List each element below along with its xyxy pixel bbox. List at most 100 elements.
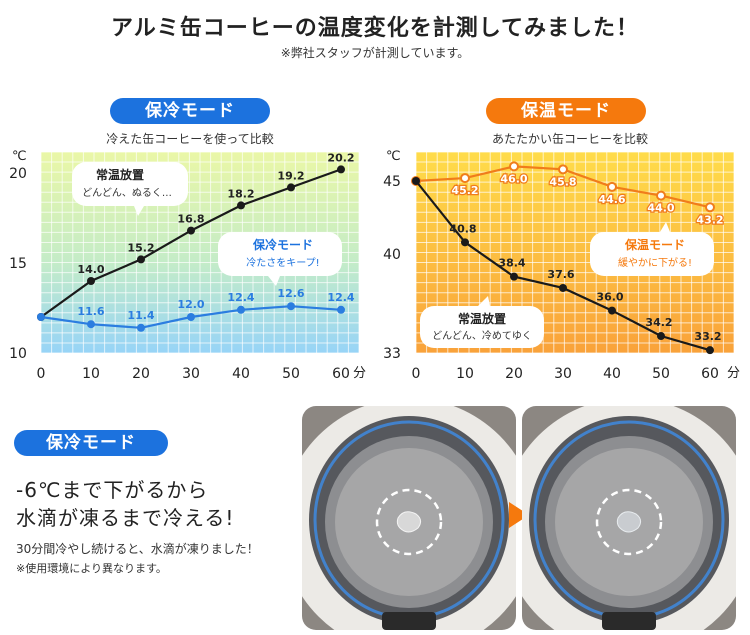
arrow-right-icon <box>509 502 529 528</box>
x-tick-label: 20 <box>132 366 150 382</box>
data-point <box>37 313 45 321</box>
y-tick-label: 20 <box>9 166 27 182</box>
svg-text:どんどん、ぬるく…: どんどん、ぬるく… <box>82 187 172 199</box>
bottom-headline-line1: -6℃まで下がるから <box>16 478 209 502</box>
data-point <box>137 255 145 264</box>
data-label: 11.6 <box>77 305 104 318</box>
data-label: 38.4 <box>498 257 525 270</box>
y-tick-label: 33 <box>383 346 401 362</box>
x-tick-label: 0 <box>412 366 421 382</box>
data-label: 19.2 <box>277 169 304 182</box>
y-tick-label: 45 <box>383 174 401 190</box>
data-point <box>509 161 519 172</box>
warm-y-unit: ℃ <box>386 149 401 164</box>
data-point <box>287 302 295 311</box>
data-point <box>558 164 568 175</box>
x-tick-label: 30 <box>554 366 572 382</box>
svg-text:常温放置: 常温放置 <box>96 167 144 182</box>
svg-text:冷たさをキープ!: 冷たさをキープ! <box>246 256 319 269</box>
y-tick-label: 15 <box>9 256 27 272</box>
data-label: 37.6 <box>547 268 574 281</box>
data-point <box>412 177 420 185</box>
x-tick-label: 60 <box>701 366 719 382</box>
cold-x-unit: 分 <box>353 366 366 381</box>
data-point <box>187 313 195 321</box>
cooler-photo-before <box>302 406 516 630</box>
cold-mode-callout: 保冷モード 冷たさをキープ! <box>218 232 342 286</box>
data-point <box>237 201 245 210</box>
x-tick-label: 50 <box>652 366 670 382</box>
warm-series: 45.2 46.0 45.8 44.6 44.0 43.2 40.8 38.4 37.6 36.0… <box>411 161 725 355</box>
cooler-photo-after <box>522 406 736 630</box>
data-label: 18.2 <box>227 187 254 200</box>
bottom-headline-line2: 水滴が凍るまで冷える! <box>16 506 235 530</box>
x-tick-label: 40 <box>232 366 250 382</box>
data-label: 12.4 <box>327 291 354 304</box>
cold-axis-ticks: 10 15 20 0 10 20 30 40 50 60 <box>9 166 350 382</box>
data-point <box>237 305 245 314</box>
data-point <box>460 173 470 184</box>
data-label: 12.6 <box>277 287 304 300</box>
x-tick-label: 10 <box>456 366 474 382</box>
data-point <box>656 190 666 201</box>
bottom-cold-mode-badge: 保冷モード <box>14 430 168 456</box>
data-point <box>461 238 469 247</box>
data-label: 16.8 <box>177 213 204 226</box>
x-tick-label: 10 <box>82 366 100 382</box>
data-label: 33.2 <box>694 330 721 343</box>
warm-mode-callout: 保温モード 緩やかに下がる! <box>590 222 714 276</box>
page-title: アルミ缶コーヒーの温度変化を計測してみました！ <box>110 16 640 41</box>
data-point <box>137 323 145 332</box>
x-tick-label: 0 <box>37 366 46 382</box>
svg-text:緩やかに下がる!: 緩やかに下がる! <box>618 256 692 269</box>
data-label: 12.4 <box>227 291 254 304</box>
data-point <box>657 332 665 341</box>
data-point <box>705 202 715 213</box>
cold-mode-badge: 保冷モード <box>110 98 270 124</box>
warm-mode-badge: 保温モード <box>486 98 646 124</box>
data-label: 20.2 <box>327 151 354 164</box>
y-tick-label: 40 <box>383 247 401 263</box>
data-label: 15.2 <box>127 241 154 254</box>
data-point <box>706 346 714 355</box>
data-label: 36.0 <box>596 291 623 304</box>
room-temp-callout-cold: 常温放置 どんどん、ぬるく… <box>72 162 188 216</box>
data-point <box>87 320 95 329</box>
data-point <box>337 165 345 174</box>
room-temp-callout-warm: 常温放置 どんどん、冷めてゆく <box>420 296 544 348</box>
y-tick-label: 10 <box>9 346 27 362</box>
data-label: 44.0 <box>647 202 674 215</box>
charts-svg: ℃ ℃ 10 15 20 0 10 20 30 40 50 60 33 40 45 0 10 20 30 40 5… <box>9 149 740 382</box>
x-tick-label: 50 <box>282 366 300 382</box>
cold-y-unit: ℃ <box>12 149 27 164</box>
data-label: 44.6 <box>598 193 625 206</box>
data-point <box>187 226 195 235</box>
x-tick-label: 40 <box>603 366 621 382</box>
data-label: 14.0 <box>77 263 104 276</box>
x-tick-label: 30 <box>182 366 200 382</box>
data-point <box>337 305 345 314</box>
bottom-note-2: ※使用環境により異なります。 <box>16 562 167 575</box>
x-tick-label: 20 <box>505 366 523 382</box>
data-label: 34.2 <box>645 316 672 329</box>
cold-chart-caption: 冷えた缶コーヒーを使って比較 <box>106 132 274 146</box>
svg-text:常温放置: 常温放置 <box>458 311 506 326</box>
data-label: 43.2 <box>696 213 723 226</box>
data-label: 46.0 <box>500 172 527 185</box>
data-point <box>510 272 518 281</box>
cold-series: 14.0 15.2 16.8 18.2 19.2 20.2 11.6 11.4 12.0 12.4… <box>37 151 355 332</box>
data-label: 11.4 <box>127 309 154 322</box>
data-label: 12.0 <box>177 298 204 311</box>
warm-chart-caption: あたたかい缶コーヒーを比較 <box>491 132 648 146</box>
page-subtitle: ※弊社スタッフが計測しています。 <box>280 46 470 60</box>
svg-text:どんどん、冷めてゆく: どんどん、冷めてゆく <box>432 329 532 342</box>
data-point <box>608 306 616 315</box>
data-point <box>87 277 95 285</box>
warm-x-unit: 分 <box>727 366 740 381</box>
data-label: 45.2 <box>451 184 478 197</box>
data-point <box>559 283 567 292</box>
warm-axis-ticks: 33 40 45 0 10 20 30 40 50 60 <box>383 174 719 382</box>
x-tick-label: 60 <box>332 366 350 382</box>
data-label: 45.8 <box>549 175 576 188</box>
data-label: 40.8 <box>449 222 476 235</box>
